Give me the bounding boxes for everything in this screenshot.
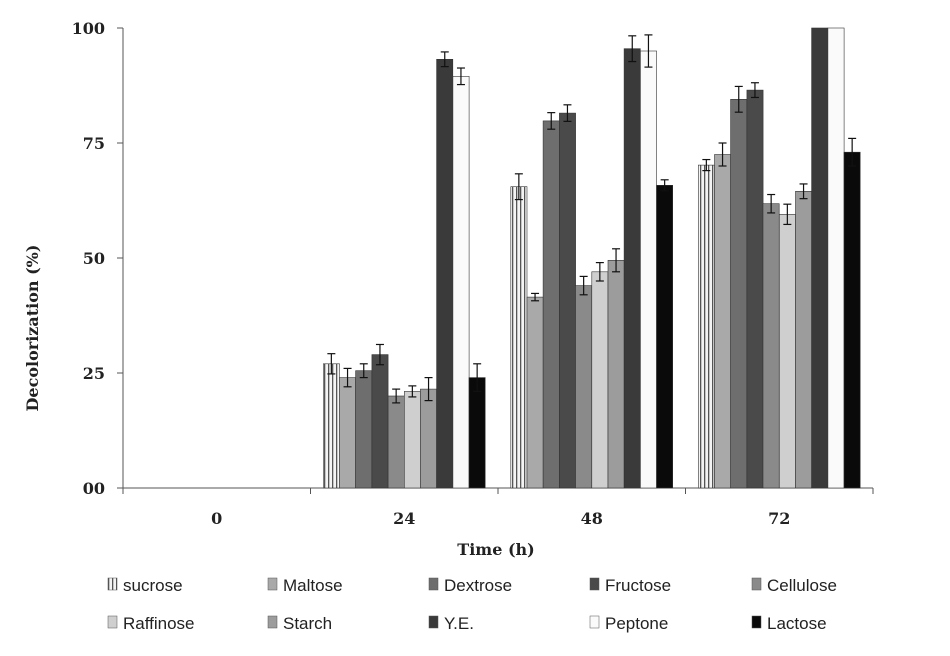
bar-y-e--24 xyxy=(436,58,454,489)
bar-starch-72 xyxy=(795,191,813,489)
legend-label: Maltose xyxy=(283,576,343,595)
y-tick-label: 50 xyxy=(83,249,105,268)
x-tick-label: 24 xyxy=(393,509,415,528)
legend-label: Lactose xyxy=(767,614,827,633)
legend-swatch xyxy=(267,615,278,629)
y-tick-label: 100 xyxy=(72,19,105,38)
legend-label: Fructose xyxy=(605,576,671,595)
legend-swatch xyxy=(589,615,600,629)
bars xyxy=(322,27,861,489)
legend-label: Peptone xyxy=(605,614,668,633)
bar-cellulose-48 xyxy=(575,285,593,489)
bar-dextrose-48 xyxy=(542,120,560,489)
bar-cellulose-24 xyxy=(387,395,405,489)
bar-lactose-24 xyxy=(468,377,486,489)
bar-peptone-72 xyxy=(827,27,845,489)
legend-swatch xyxy=(428,615,439,629)
legend-swatch xyxy=(589,577,600,591)
legend-label: Y.E. xyxy=(444,614,474,633)
legend-swatch xyxy=(267,577,278,591)
x-tick-label: 48 xyxy=(581,509,603,528)
y-tick-label: 75 xyxy=(83,134,105,153)
legend-swatch xyxy=(107,615,118,629)
legend-label: sucrose xyxy=(123,576,183,595)
x-tick-label: 0 xyxy=(211,509,222,528)
bar-fructose-72 xyxy=(746,89,764,489)
bar-fructose-24 xyxy=(371,354,389,489)
bar-starch-48 xyxy=(607,259,625,489)
error-bars xyxy=(327,34,857,404)
bar-maltose-24 xyxy=(339,377,356,489)
legend-swatch xyxy=(428,577,439,591)
bar-maltose-72 xyxy=(714,154,732,489)
bar-y-e--72 xyxy=(811,27,829,489)
bar-dextrose-24 xyxy=(355,370,373,489)
legend-label: Raffinose xyxy=(123,614,195,633)
legend: sucrose Maltose Dextrose Fructose Cellulose R… xyxy=(107,576,837,633)
bar-sucrose-24 xyxy=(322,363,340,489)
legend-label: Dextrose xyxy=(444,576,512,595)
x-axis: 0 24 48 72 xyxy=(122,487,874,528)
y-tick-label: 00 xyxy=(83,479,105,498)
y-axis-title: Decolorization (%) xyxy=(23,245,42,412)
bar-lactose-72 xyxy=(843,151,861,489)
bar-dextrose-72 xyxy=(730,99,748,489)
bar-cellulose-72 xyxy=(762,203,780,489)
x-tick-label: 72 xyxy=(768,509,790,528)
bar-lactose-48 xyxy=(656,185,674,489)
bar-sucrose-72 xyxy=(697,164,715,489)
legend-swatch xyxy=(107,577,118,591)
x-axis-title: Time (h) xyxy=(457,540,534,559)
bar-sucrose-48 xyxy=(510,186,528,489)
bar-raffinose-24 xyxy=(403,391,421,489)
bar-peptone-24 xyxy=(452,76,470,489)
legend-label: Cellulose xyxy=(767,576,837,595)
bar-raffinose-48 xyxy=(591,271,609,489)
bar-starch-24 xyxy=(420,388,437,489)
bar-y-e--48 xyxy=(623,48,641,489)
bar-raffinose-72 xyxy=(778,214,796,489)
y-tick-label: 25 xyxy=(83,364,105,383)
bar-maltose-48 xyxy=(526,296,544,489)
legend-swatch xyxy=(751,577,762,591)
legend-swatch xyxy=(751,615,762,629)
legend-label: Starch xyxy=(283,614,332,633)
bar-peptone-48 xyxy=(640,50,657,489)
bar-fructose-48 xyxy=(559,112,576,489)
y-axis: 00 25 50 75 100 xyxy=(72,19,124,498)
